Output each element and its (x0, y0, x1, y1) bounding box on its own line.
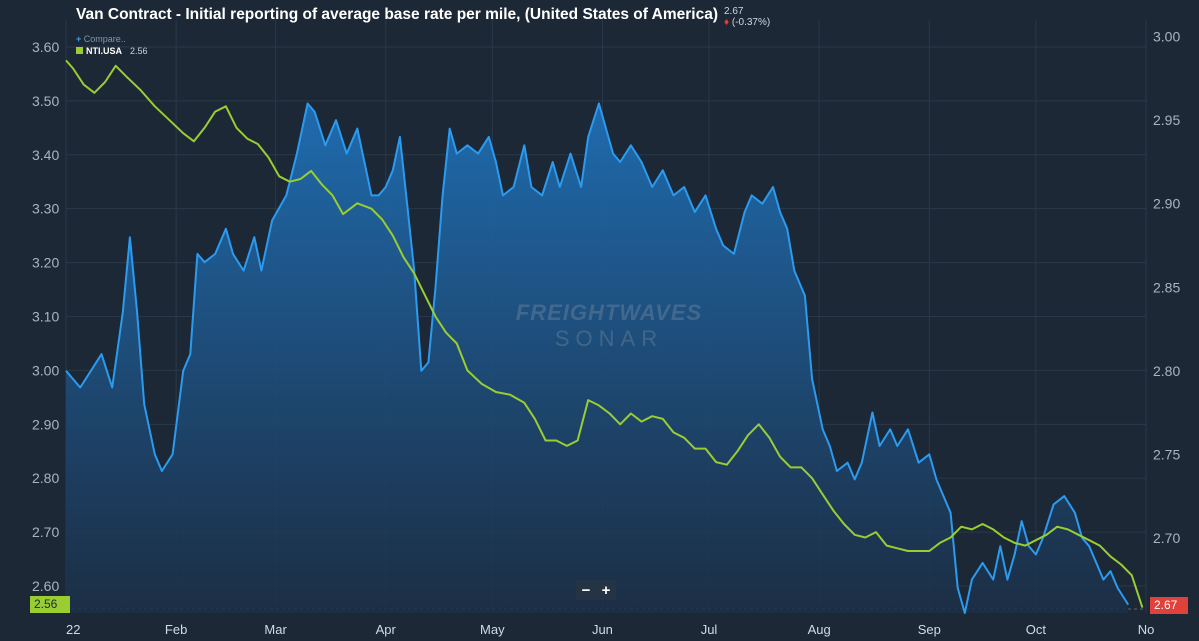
x-tick-label: Jul (701, 622, 718, 637)
nti-swatch (76, 47, 83, 54)
last-value: 2.67 (723, 6, 744, 17)
axes: 3.60 3.50 3.40 3.30 3.20 3.10 3.00 2.90 2.80 2.70… (32, 29, 1180, 637)
series-lines (65, 59, 1144, 614)
zoom-in-button[interactable]: + (601, 581, 611, 599)
compare-button[interactable]: + Compare.. (76, 33, 148, 45)
van-contract-line (65, 102, 1130, 614)
legend-nti-value: 2.56 (130, 46, 148, 56)
y-left-tick-label: 2.70 (32, 524, 59, 540)
compare-label: Compare.. (83, 34, 126, 44)
plus-icon: + (76, 34, 82, 44)
watermark-logo: FREIGHTWAVES SONAR (484, 300, 734, 352)
legend-item-nti[interactable]: NTI.USA 2.56 (76, 45, 148, 57)
y-left-tick-label: 3.30 (32, 201, 59, 217)
x-tick-label: Aug (808, 622, 831, 637)
x-tick-label: Oct (1026, 622, 1047, 637)
y-right-tick-label: 2.85 (1153, 279, 1180, 295)
x-tick-label: No (1138, 622, 1155, 637)
van-contract-area-fill (66, 103, 1129, 613)
y-right-tick-label: 2.75 (1153, 446, 1180, 462)
watermark-line2: SONAR (554, 326, 664, 351)
x-tick-label: May (480, 622, 505, 637)
change-percent: (-0.37%) (731, 17, 771, 28)
last-value-readout: 2.67 ♦ (-0.37%) (724, 6, 770, 28)
chart-header: Van Contract - Initial reporting of aver… (76, 6, 770, 28)
van-contract-area (66, 103, 1129, 613)
y-left-tick-label: 2.80 (32, 470, 59, 486)
y-right-tick-label: 3.00 (1153, 29, 1180, 45)
y-left-tick-label: 2.60 (32, 578, 59, 594)
y-left-tick-label: 3.50 (32, 93, 59, 109)
y-left-tick-label: 3.20 (32, 255, 59, 271)
y-right-tick-label: 2.90 (1153, 196, 1180, 212)
y-right-tick-label: 2.70 (1153, 530, 1180, 546)
zoom-out-button[interactable]: − (581, 581, 591, 599)
x-tick-label: Feb (165, 622, 187, 637)
y-left-tick-label: 3.00 (32, 362, 59, 378)
nti-line (65, 59, 1144, 608)
y-left-tick-label: 3.10 (32, 309, 59, 325)
x-tick-label: Sep (918, 622, 941, 637)
nti-last-value-tag: 2.56 (30, 596, 70, 613)
y-left-tick-label: 3.60 (32, 39, 59, 55)
van-last-value-tag: 2.67 (1150, 597, 1188, 614)
y-left-tick-label: 3.40 (32, 147, 59, 163)
x-tick-label: Jun (592, 622, 613, 637)
zoom-controls: − + (576, 580, 616, 600)
x-tick-label: Apr (376, 622, 397, 637)
change-down-icon: ♦ (723, 17, 730, 28)
watermark-line1: FREIGHTWAVES (515, 300, 703, 325)
y-right-tick-label: 2.95 (1153, 112, 1180, 128)
x-tick-label: Mar (264, 622, 287, 637)
legend: + Compare.. NTI.USA 2.56 (76, 33, 148, 57)
y-right-tick-label: 2.80 (1153, 363, 1180, 379)
y-left-tick-label: 2.90 (32, 416, 59, 432)
legend-nti-label: NTI.USA (86, 46, 122, 56)
x-tick-label: 22 (66, 622, 80, 637)
chart-title: Van Contract - Initial reporting of aver… (76, 6, 718, 23)
